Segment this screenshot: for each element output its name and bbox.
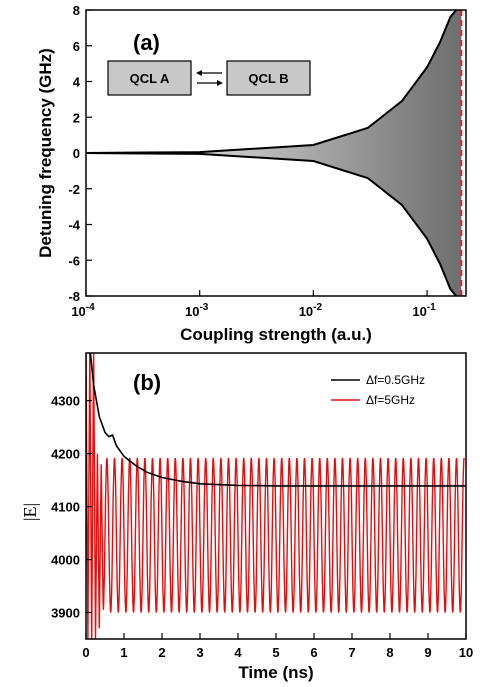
x-tick-label: 7 [348,645,355,660]
x-ticks-b: 0 1 2 3 4 5 6 7 8 9 10 [82,633,473,660]
y-tick-label: 4000 [51,553,80,568]
x-tick-label: 10-3 [185,302,209,319]
x-tick-label: 4 [234,645,242,660]
x-axis-label-b: Time (ns) [238,663,313,682]
legend-label-delta-f-0-5ghz: Δf=0.5GHz [366,373,425,387]
y-tick-label: -4 [68,218,80,233]
x-tick-label: 2 [158,645,165,660]
y-axis-label-b: |E| [20,503,40,521]
y-tick-label: 4200 [51,447,80,462]
locking-region-fill [86,10,462,296]
coupling-arrow-right [197,80,223,86]
qcl-b-label: QCL B [248,71,288,86]
qcl-schematic: QCL A QCL B [107,60,311,96]
x-tick-label: 6 [310,645,317,660]
y-axis-label-a: Detuning frequency (GHz) [36,48,55,258]
panel-b: 0 1 2 3 4 5 6 7 8 9 10 3900 4000 4100 4200 4300 (b) Δf… [20,352,473,682]
x-ticks-a: 10-4 10-3 10-2 10-1 [71,290,436,319]
x-tick-label: 10-4 [71,302,95,319]
legend-label-delta-f-5ghz: Δf=5GHz [366,393,415,407]
y-tick-label: 0 [73,146,80,161]
panel-label-a: (a) [133,30,160,55]
series-line-delta-f-5ghz [86,353,465,639]
y-tick-label: -8 [68,289,80,304]
y-tick-label: 8 [73,3,80,18]
y-ticks-a: -8 -6 -4 -2 0 2 4 6 8 [68,3,92,304]
x-tick-label: 10-2 [299,302,323,319]
x-tick-label: 3 [196,645,203,660]
y-tick-label: 4 [73,75,81,90]
legend-b: Δf=0.5GHz Δf=5GHz [331,373,425,407]
y-tick-label: 4100 [51,500,80,515]
qcl-a-label: QCL A [130,71,170,86]
x-tick-label: 0 [82,645,89,660]
upper-boundary-curve [86,10,457,154]
panel-label-b: (b) [133,370,161,395]
y-tick-label: -6 [68,253,80,268]
x-tick-label: 9 [424,645,431,660]
y-tick-label: 3900 [51,606,80,621]
coupling-arrow-left [196,70,222,76]
x-tick-label: 5 [272,645,279,660]
x-tick-label: 8 [386,645,393,660]
x-axis-label-a: Coupling strength (a.u.) [180,325,372,344]
x-tick-label: 10 [459,645,473,660]
lower-boundary-curve [86,152,457,296]
y-ticks-b: 3900 4000 4100 4200 4300 [51,394,92,621]
x-tick-label: 10-1 [412,302,436,319]
qcl-a-box [107,60,192,96]
qcl-b-box [226,60,311,96]
x-tick-label: 1 [120,645,127,660]
panel-a: 10-4 10-3 10-2 10-1 -8 -6 -4 -2 0 2 4 6 8 (a) QCL A… [36,3,467,344]
y-tick-label: -2 [68,182,80,197]
y-tick-label: 4300 [51,394,80,409]
y-tick-label: 6 [73,39,80,54]
y-tick-label: 2 [73,110,80,125]
series-line-delta-f-0-5ghz [89,353,466,487]
